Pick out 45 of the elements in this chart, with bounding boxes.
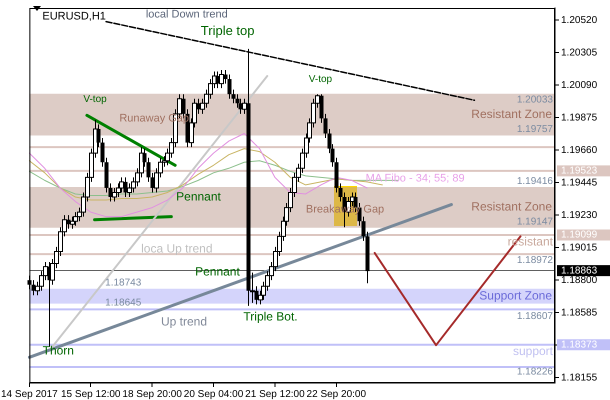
ref-line-label: 1.18863 (561, 265, 598, 276)
y-tick-label: 1.20090 (561, 80, 598, 91)
annotation: 1.18972 (516, 254, 554, 266)
band-label: Support Zone (479, 288, 552, 303)
y-tick-label: 1.18800 (561, 274, 598, 286)
y-tick-label: 1.19660 (561, 144, 598, 156)
annotation: 1.18645 (105, 297, 142, 308)
annotation: V-top (83, 94, 108, 105)
annotation: 1.19416 (516, 176, 554, 187)
x-tick-label: 21 Sep 12:00 (245, 388, 306, 400)
ref-line-label: 1.19523 (561, 166, 598, 177)
annotation: local Down trend (146, 8, 228, 21)
ref-line-label: 1.19099 (561, 230, 598, 241)
x-tick-label: 20 Sep 04:00 (184, 388, 244, 400)
y-tick-label: 1.19015 (561, 242, 598, 254)
annotation: V-top (308, 74, 333, 85)
chart-title: EURUSD,H1 (42, 10, 106, 23)
x-tick-label: 22 Sep 20:00 (306, 388, 366, 400)
y-tick-label: 1.19230 (561, 210, 598, 221)
annotation: 1.18607 (516, 311, 554, 322)
y-tick-label: 1.19445 (561, 177, 598, 188)
annotation: Triple top (200, 23, 255, 38)
candlestick (228, 74, 232, 100)
y-tick-label: 1.20520 (561, 14, 598, 26)
x-tick-label: 18 Sep 20:00 (122, 388, 182, 400)
annotation: loca Up trend (141, 241, 212, 256)
annotation: Pennant (176, 189, 222, 204)
band-label: Resistant Zone (471, 106, 552, 121)
annotation: Triple Bot. (243, 309, 298, 324)
x-tick-label: 15 Sep 12:00 (61, 388, 121, 400)
annotation: Up trend (161, 314, 208, 328)
annotation: Thorn (42, 343, 74, 358)
annotation: 1.20033 (516, 94, 554, 106)
y-tick-label: 1.18585 (561, 307, 598, 318)
annotation: 1.18226 (516, 366, 554, 378)
annotation: 1.19757 (516, 124, 554, 136)
annotation: 1.18743 (105, 278, 142, 289)
annotation: support (512, 344, 554, 358)
band-label: Resistant Zone (471, 200, 552, 214)
x-tick-label: 14 Sep 2017 (1, 388, 58, 400)
y-tick-label: 1.18155 (561, 372, 598, 384)
y-tick-label: 1.20305 (561, 47, 598, 58)
y-tick-label: 1.19875 (561, 112, 598, 124)
annotation: 1.19147 (516, 216, 554, 228)
ref-line-label: 1.18373 (561, 339, 598, 350)
